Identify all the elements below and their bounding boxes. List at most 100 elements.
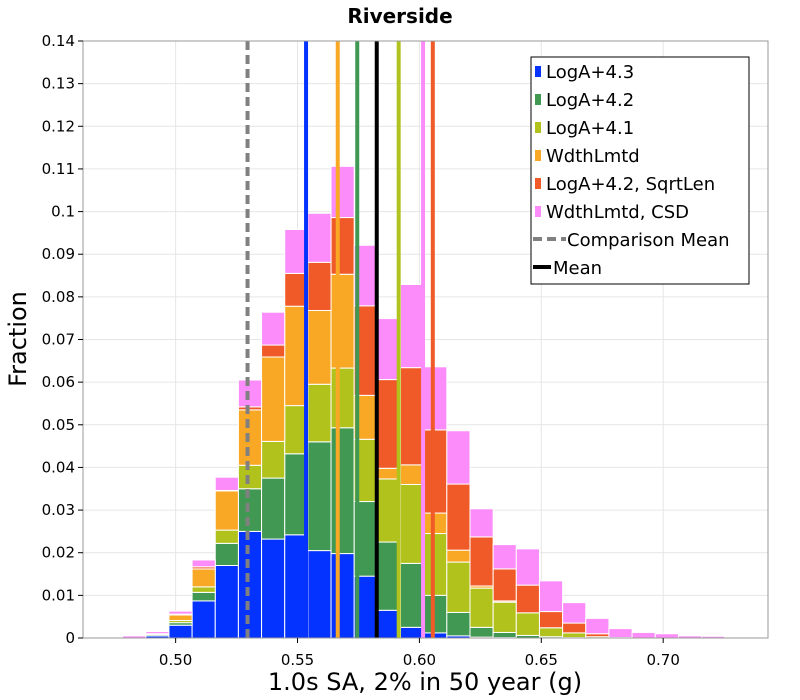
bar-segment bbox=[562, 632, 587, 639]
bar-segment bbox=[214, 476, 239, 491]
bar-segment bbox=[214, 565, 239, 639]
bar-segment bbox=[330, 165, 355, 219]
y-axis-ticks: 0 0.01 0.02 0.03 0.04 0.05 0.06 0.07 0.08 0.09 0.1… bbox=[42, 32, 83, 647]
y-tick-label: 0.08 bbox=[42, 288, 75, 306]
bar-segment bbox=[261, 344, 286, 358]
legend-label: LogA+4.1 bbox=[546, 118, 634, 139]
bar-segment bbox=[214, 529, 239, 544]
legend-label: Comparison Mean bbox=[567, 230, 730, 251]
legend-label: Mean bbox=[553, 258, 602, 279]
bar-segment bbox=[307, 441, 332, 552]
bar-segment bbox=[191, 586, 216, 593]
bar-segment bbox=[423, 366, 448, 431]
bar-segment bbox=[400, 464, 425, 485]
legend-swatch bbox=[535, 94, 541, 105]
bar-segment bbox=[168, 624, 193, 639]
y-tick-label: 0.05 bbox=[42, 416, 75, 434]
bar-segment bbox=[562, 622, 587, 634]
bar-segment bbox=[492, 568, 517, 602]
bar-segment bbox=[469, 626, 494, 638]
bar-segment bbox=[400, 626, 425, 639]
bar-segment bbox=[237, 379, 263, 408]
y-tick-label: 0.07 bbox=[42, 331, 75, 349]
bar-segment bbox=[261, 477, 286, 540]
x-axis-ticks: 0.50 0.55 0.60 0.65 0.70 bbox=[159, 638, 680, 669]
bar-segment bbox=[307, 550, 332, 639]
bar-segment bbox=[191, 600, 216, 639]
bar-segment bbox=[168, 610, 193, 615]
bar-segment bbox=[168, 614, 193, 622]
bar-segment bbox=[654, 633, 679, 639]
bar-segment bbox=[469, 508, 494, 538]
bar-segment bbox=[261, 356, 286, 442]
bar-segment bbox=[492, 601, 517, 633]
bar-segment bbox=[469, 536, 494, 587]
bar-segment bbox=[469, 587, 494, 628]
y-tick-label: 0.06 bbox=[42, 373, 75, 391]
bar-segment bbox=[191, 568, 216, 588]
legend-swatch bbox=[535, 150, 541, 161]
y-tick-label: 0.11 bbox=[42, 160, 75, 178]
bar-segment bbox=[400, 562, 425, 628]
bar-segment bbox=[400, 367, 425, 466]
bar-segment bbox=[307, 261, 332, 312]
y-tick-label: 0.02 bbox=[42, 544, 75, 562]
bar-segment bbox=[492, 631, 517, 639]
bar-segment bbox=[400, 483, 425, 564]
y-tick-label: 0 bbox=[65, 629, 75, 647]
x-axis-title: 1.0s SA, 2% in 50 year (g) bbox=[268, 668, 582, 696]
x-tick-label: 0.55 bbox=[281, 651, 314, 669]
mean-lines bbox=[245, 41, 435, 638]
bar-segment bbox=[330, 273, 355, 369]
legend-label: LogA+4.3 bbox=[546, 62, 634, 83]
x-tick-label: 0.70 bbox=[646, 651, 679, 669]
legend-swatch bbox=[535, 66, 541, 77]
bar-segment bbox=[307, 383, 332, 443]
bar-segment bbox=[261, 538, 286, 639]
y-tick-label: 0.09 bbox=[42, 245, 75, 263]
bar-segment bbox=[423, 632, 448, 639]
bar-segment bbox=[608, 628, 633, 639]
legend-swatch bbox=[535, 178, 541, 189]
y-axis-title: Fraction bbox=[4, 291, 32, 387]
bar-segment bbox=[191, 559, 216, 568]
bar-segment bbox=[261, 311, 286, 346]
bar-segment bbox=[515, 584, 540, 614]
legend: LogA+4.3 LogA+4.2 LogA+4.1 WdthLmtd LogA+4.2… bbox=[530, 56, 750, 285]
y-tick-label: 0.03 bbox=[42, 501, 75, 519]
bar-segment bbox=[237, 488, 263, 532]
bar-segment bbox=[400, 283, 425, 369]
y-tick-label: 0.12 bbox=[42, 117, 75, 135]
bar-segment bbox=[585, 617, 610, 635]
bar-segment bbox=[330, 367, 355, 429]
legend-label: WdthLmtd bbox=[546, 146, 640, 167]
bar-segment bbox=[538, 580, 564, 613]
y-tick-label: 0.14 bbox=[42, 32, 75, 50]
bar-segment bbox=[446, 561, 471, 613]
bar-segment bbox=[330, 553, 355, 639]
legend-box bbox=[530, 56, 750, 285]
bar-segment bbox=[214, 542, 239, 567]
bar-segment bbox=[446, 549, 471, 563]
legend-label: LogA+4.2, SqrtLen bbox=[546, 174, 715, 195]
bar-segment bbox=[515, 612, 540, 636]
bar-segment bbox=[631, 631, 656, 639]
legend-label: LogA+4.2 bbox=[546, 90, 634, 111]
bar-segment bbox=[446, 430, 471, 485]
legend-swatch bbox=[535, 206, 541, 217]
bar-segment bbox=[214, 490, 239, 531]
bar-segment bbox=[446, 483, 471, 551]
bar-segment bbox=[515, 548, 540, 586]
bar-segment bbox=[423, 512, 448, 535]
bar-segment bbox=[538, 627, 564, 638]
bar-segment bbox=[237, 409, 263, 466]
bar-segment bbox=[330, 217, 355, 275]
chart-title: Riverside bbox=[347, 4, 452, 28]
bar-segment bbox=[191, 591, 216, 602]
bar-segment bbox=[237, 530, 263, 639]
y-tick-label: 0.01 bbox=[42, 586, 75, 604]
y-tick-label: 0.1 bbox=[51, 203, 75, 221]
legend-label: WdthLmtd, CSD bbox=[546, 202, 689, 223]
bar-segment bbox=[423, 594, 448, 634]
